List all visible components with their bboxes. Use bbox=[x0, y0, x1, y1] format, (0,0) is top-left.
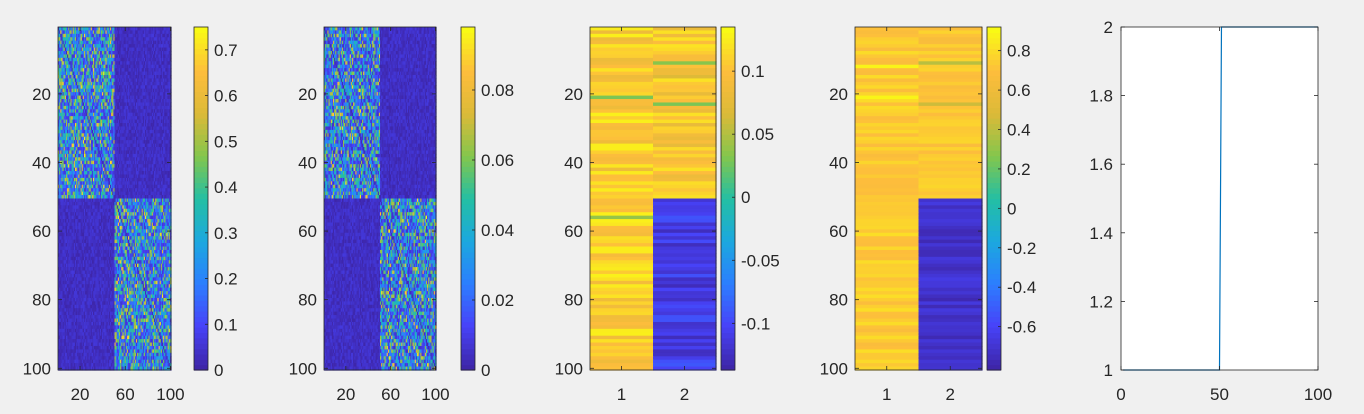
heatmap-cells bbox=[58, 27, 172, 371]
